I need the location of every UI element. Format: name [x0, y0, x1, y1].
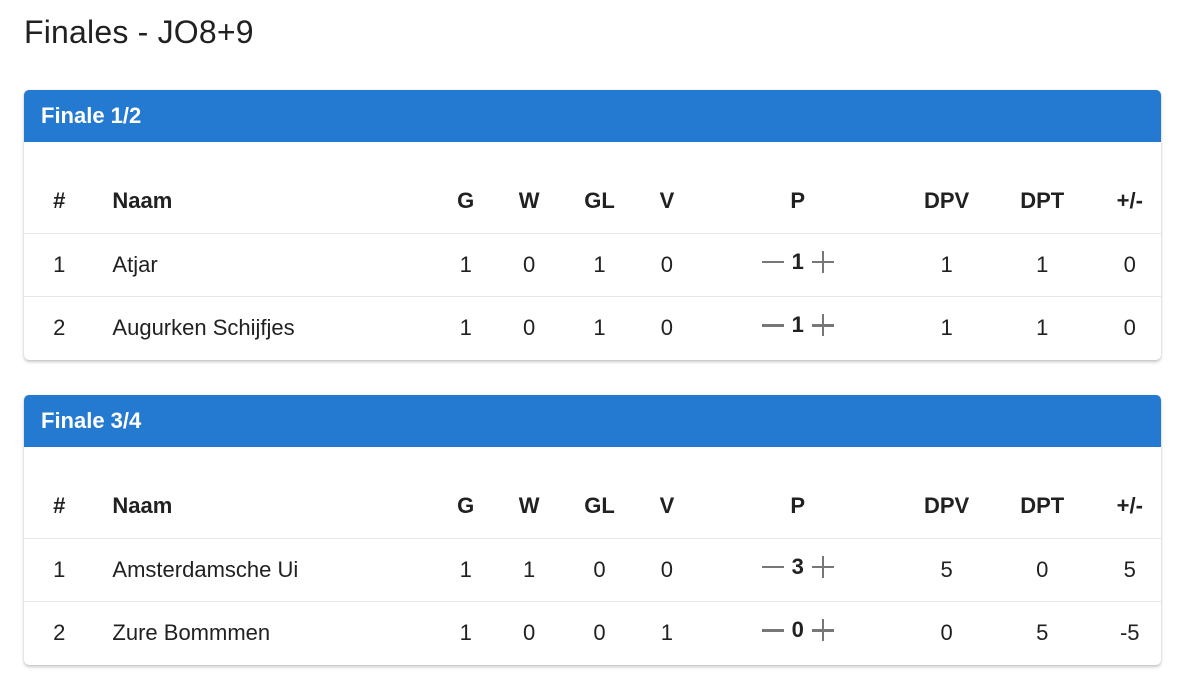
card-header: Finale 1/2: [24, 90, 1161, 142]
col-v-header: V: [659, 187, 675, 213]
points-value: 0: [791, 617, 804, 643]
col-dpv-header: DPV: [923, 492, 970, 518]
col-gl-header: GL: [584, 492, 615, 518]
points-cell: 1: [688, 295, 908, 359]
goals-against-cell: 1: [985, 295, 1099, 359]
table-row: 1 Atjar 1 0 1 0 1 1 1 0: [24, 232, 1161, 296]
page-title: Finales - JO8+9: [24, 14, 254, 50]
col-diff-header: +/-: [1116, 187, 1143, 213]
table-header-row: # Naam G W GL V P DPV DPT +/-: [24, 169, 1161, 233]
minus-icon[interactable]: [761, 555, 785, 579]
goal-diff-cell: -5: [1098, 600, 1161, 664]
table-header-row: # Naam G W GL V P DPV DPT +/-: [24, 474, 1161, 538]
col-v-header: V: [659, 492, 675, 518]
standings-table: # Naam G W GL V P DPV DPT +/- 1 Atjar 1 …: [24, 169, 1161, 359]
points-value: 1: [791, 312, 804, 338]
col-dpt-header: DPT: [1020, 492, 1065, 518]
goals-for-cell: 1: [907, 295, 986, 359]
lost-cell: 0: [645, 232, 689, 296]
played-cell: 1: [426, 295, 505, 359]
won-cell: 1: [504, 537, 554, 601]
lost-cell: 0: [645, 537, 689, 601]
minus-icon[interactable]: [761, 250, 785, 274]
goal-diff-cell: 5: [1098, 537, 1161, 601]
minus-icon[interactable]: [761, 618, 785, 642]
standings-table: # Naam G W GL V P DPV DPT +/- 1 Amsterda…: [24, 474, 1161, 664]
table-row: 2 Augurken Schijfjes 1 0 1 0 1 1 1 0: [24, 295, 1161, 359]
table-row: 2 Zure Bommmen 1 0 0 1 0 0 5 -5: [24, 600, 1161, 664]
plus-icon[interactable]: [811, 313, 835, 337]
col-diff-header: +/-: [1116, 492, 1143, 518]
goal-diff-cell: 0: [1098, 295, 1161, 359]
final-card-1-2: Finale 1/2 # Naam G W GL V P DPV DPT +/-…: [24, 90, 1161, 360]
rank-cell: 1: [24, 232, 95, 296]
goals-against-cell: 5: [985, 600, 1099, 664]
minus-icon[interactable]: [761, 313, 785, 337]
points-cell: 1: [688, 232, 908, 296]
card-title: Finale 1/2: [41, 103, 142, 128]
won-cell: 0: [504, 232, 554, 296]
played-cell: 1: [426, 232, 505, 296]
final-card-3-4: Finale 3/4 # Naam G W GL V P DPV DPT +/-…: [24, 395, 1161, 665]
col-rank-header: #: [53, 187, 66, 213]
won-cell: 0: [504, 600, 554, 664]
col-dpv-header: DPV: [923, 187, 970, 213]
col-w-header: W: [518, 492, 540, 518]
draw-cell: 0: [553, 537, 646, 601]
team-name: Atjar: [94, 232, 427, 296]
card-title: Finale 3/4: [41, 408, 142, 433]
team-name: Amsterdamsche Ui: [94, 537, 427, 601]
won-cell: 0: [504, 295, 554, 359]
points-cell: 0: [688, 600, 908, 664]
table-row: 1 Amsterdamsche Ui 1 1 0 0 3 5 0 5: [24, 537, 1161, 601]
points-value: 3: [791, 554, 804, 579]
col-dpt-header: DPT: [1020, 187, 1065, 213]
col-w-header: W: [518, 187, 540, 213]
plus-icon[interactable]: [811, 250, 835, 274]
draw-cell: 1: [553, 232, 646, 296]
col-rank-header: #: [53, 492, 66, 518]
rank-cell: 1: [24, 537, 95, 601]
plus-icon[interactable]: [811, 555, 835, 579]
rank-cell: 2: [24, 600, 95, 664]
col-name-header: Naam: [112, 492, 173, 518]
draw-cell: 1: [553, 295, 646, 359]
goals-for-cell: 0: [907, 600, 986, 664]
col-p-header: P: [790, 492, 806, 518]
col-p-header: P: [790, 187, 806, 213]
col-g-header: G: [457, 492, 475, 518]
lost-cell: 1: [645, 600, 689, 664]
played-cell: 1: [426, 537, 505, 601]
goals-for-cell: 5: [907, 537, 986, 601]
col-g-header: G: [457, 187, 475, 213]
team-name: Augurken Schijfjes: [94, 295, 427, 359]
goal-diff-cell: 0: [1098, 232, 1161, 296]
col-gl-header: GL: [584, 187, 615, 213]
points-cell: 3: [688, 537, 908, 601]
team-name: Zure Bommmen: [94, 600, 427, 664]
goals-against-cell: 0: [985, 537, 1099, 601]
goals-against-cell: 1: [985, 232, 1099, 296]
draw-cell: 0: [553, 600, 646, 664]
col-name-header: Naam: [112, 187, 173, 213]
lost-cell: 0: [645, 295, 689, 359]
played-cell: 1: [426, 600, 505, 664]
plus-icon[interactable]: [811, 618, 835, 642]
card-header: Finale 3/4: [24, 395, 1161, 447]
rank-cell: 2: [24, 295, 95, 359]
points-value: 1: [791, 249, 804, 274]
goals-for-cell: 1: [907, 232, 986, 296]
